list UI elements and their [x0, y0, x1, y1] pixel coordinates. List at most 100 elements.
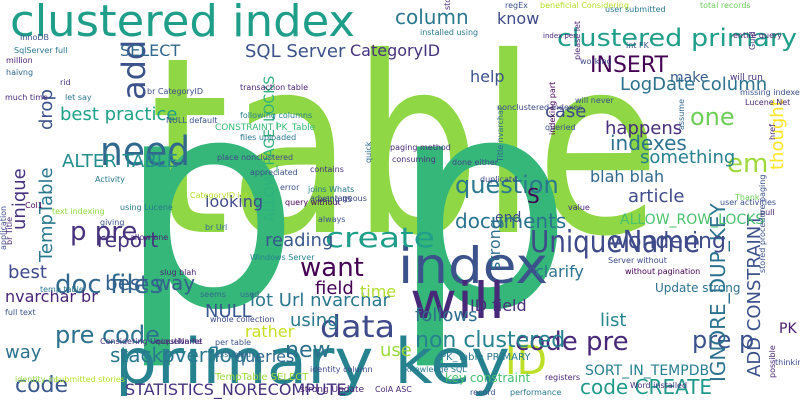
- word: regEx: [505, 1, 528, 10]
- word: field: [315, 278, 354, 299]
- word: possible: [768, 345, 777, 378]
- word: appreciated: [250, 168, 298, 177]
- word: best: [8, 262, 47, 283]
- word: InnoDB: [20, 33, 49, 42]
- word: Thank: [734, 193, 760, 202]
- word: ColA ASC: [375, 385, 412, 394]
- word: question let: [155, 337, 202, 346]
- word: CategoryID int: [190, 191, 248, 200]
- word: add: [115, 40, 153, 100]
- word: happens: [605, 118, 682, 139]
- word: SORT_IN_TEMPDB: [585, 363, 709, 379]
- word: wondering: [610, 229, 726, 254]
- word: application: [0, 206, 8, 250]
- word: ID: [505, 338, 547, 384]
- word: time: [360, 282, 396, 301]
- word: SQL Server: [245, 41, 346, 62]
- word: PK: [779, 321, 797, 337]
- word: best way: [105, 271, 195, 295]
- word: assumed: [215, 350, 251, 359]
- word: index per: [543, 32, 576, 40]
- word: Word installed: [630, 381, 687, 390]
- word: data: [320, 310, 395, 345]
- word: need: [100, 129, 190, 175]
- word: way: [5, 342, 42, 363]
- word: performance: [510, 388, 561, 397]
- word: Server without: [608, 256, 667, 265]
- word: ID field: [470, 296, 527, 315]
- word: always: [318, 215, 345, 224]
- word: transaction table: [240, 83, 308, 92]
- word: code pre: [515, 327, 629, 357]
- word: unique: [9, 168, 30, 230]
- word: per table: [215, 338, 251, 347]
- word: case: [545, 101, 586, 122]
- word: using: [290, 310, 339, 331]
- word: something: [640, 147, 735, 168]
- word: paging method: [390, 143, 451, 152]
- word: value: [568, 203, 590, 212]
- word: drop: [36, 89, 57, 130]
- word: temp table: [40, 285, 84, 294]
- word: queried: [545, 123, 576, 132]
- word: without pagination: [625, 267, 700, 276]
- word: blah blah: [590, 167, 664, 186]
- word: SELECT: [120, 41, 180, 60]
- word: em: [727, 149, 768, 179]
- word: br Title: [5, 217, 14, 245]
- word: identity column: [310, 365, 373, 374]
- word: nvarchar br: [5, 287, 98, 306]
- word: strong Update: [300, 385, 365, 395]
- word: duplicate: [480, 175, 517, 184]
- word: Title nvarchar: [496, 106, 505, 163]
- word: Considering UniqueName: [100, 337, 202, 346]
- word: beneficial Considering: [540, 1, 629, 10]
- word: Guid: [748, 31, 757, 50]
- word: full text: [5, 308, 36, 317]
- word: looking: [205, 192, 263, 211]
- word: queries: [235, 347, 294, 366]
- word: much time: [5, 93, 48, 102]
- word: href: [768, 124, 777, 140]
- word: code CREATE: [580, 375, 712, 399]
- word: create: [325, 221, 435, 254]
- word: entire query: [733, 31, 782, 40]
- word: missing indexes: [740, 88, 800, 97]
- word: giving: [100, 218, 124, 227]
- word: non clustered: [415, 328, 565, 353]
- word: ALLOW_PAGE_LOCKS: [262, 76, 278, 222]
- word: ADD CONSTRAINT: [744, 214, 765, 377]
- word: table: [150, 5, 660, 290]
- word: br Url: [205, 223, 227, 232]
- word: Activity: [95, 175, 125, 184]
- word: doc files: [55, 270, 163, 300]
- word: TempTable: [36, 167, 57, 263]
- word: Update strong: [655, 281, 740, 295]
- word: S: [527, 184, 540, 208]
- word: br CategoryID: [147, 87, 203, 96]
- word: text indexing: [52, 207, 105, 216]
- word: will run: [730, 73, 763, 83]
- word: SqlServer full: [14, 46, 68, 55]
- word: pull: [760, 208, 775, 217]
- word: TempTable SELECT: [214, 372, 309, 383]
- word: assume: [677, 99, 686, 130]
- word: place nonclustered: [217, 153, 293, 162]
- word: files uploaded: [240, 133, 296, 142]
- word: NULL: [205, 301, 252, 322]
- word: new: [285, 338, 330, 363]
- word: make: [670, 70, 708, 86]
- word: knowledge SQL: [405, 365, 467, 374]
- word: list: [600, 310, 626, 331]
- word: clustered primary: [557, 24, 797, 52]
- word: using IIS: [318, 195, 352, 204]
- word: total records: [700, 1, 751, 10]
- word: allow one: [130, 233, 168, 242]
- word: strong: [485, 219, 504, 270]
- word: index: [398, 237, 548, 295]
- word: article: [628, 186, 684, 207]
- word: user activities: [720, 198, 776, 207]
- word: CONSTRAINT PK_Table: [215, 123, 316, 133]
- word: rather: [245, 322, 295, 341]
- word: joins Whats: [307, 185, 354, 194]
